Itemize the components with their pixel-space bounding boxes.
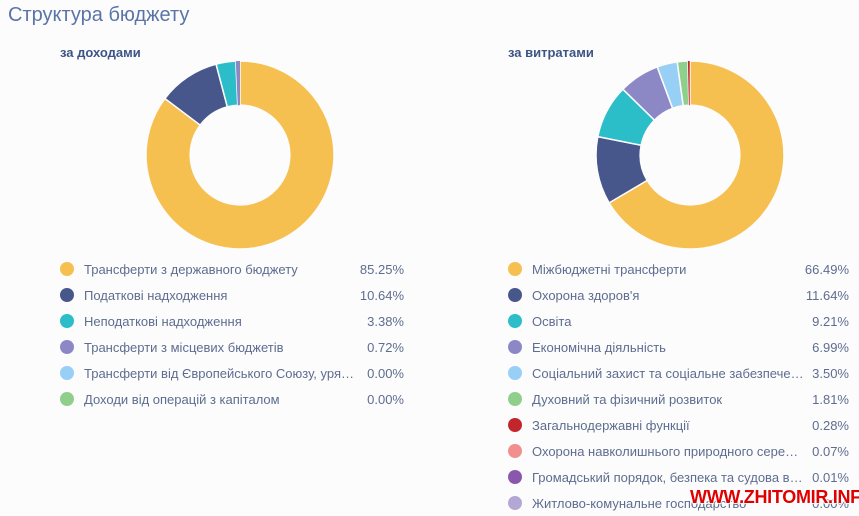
legend-label: Податкові надходження	[84, 287, 228, 303]
legend-value: 6.99%	[812, 339, 849, 355]
legend-value: 3.50%	[812, 365, 849, 381]
legend-label: Громадський порядок, безпека та судова в…	[532, 469, 803, 485]
legend-value: 0.72%	[367, 339, 404, 355]
expenses-chart-title: за витратами	[508, 45, 594, 60]
legend-value: 0.28%	[812, 417, 849, 433]
legend-label: Економічна діяльність	[532, 339, 666, 355]
legend-item[interactable]: Трансферти з державного бюджету 85.25%	[60, 256, 404, 282]
income-legend: Трансферти з державного бюджету 85.25% Под…	[60, 256, 404, 412]
donut-segment[interactable]	[608, 60, 785, 250]
legend-item[interactable]: Неподаткові надходження 3.38%	[60, 308, 404, 334]
legend-label: Охорона здоров'я	[532, 287, 640, 303]
legend-item[interactable]: Трансферти від Європейського Союзу, уря……	[60, 360, 404, 386]
legend-label: Охорона навколишнього природного сере…	[532, 443, 799, 459]
donut-segment[interactable]	[145, 60, 335, 250]
income-chart-title: за доходами	[60, 45, 141, 60]
legend-label: Трансферти з місцевих бюджетів	[84, 339, 284, 355]
legend-color-dot	[60, 262, 74, 276]
legend-value: 85.25%	[359, 261, 404, 277]
legend-color-dot	[60, 340, 74, 354]
legend-label: Міжбюджетні трансферти	[532, 261, 687, 277]
expenses-legend: Міжбюджетні трансферти 66.49% Охорона здор…	[508, 256, 849, 516]
income-donut-chart	[145, 60, 335, 250]
legend-color-dot	[508, 366, 522, 380]
legend-color-dot	[508, 470, 522, 484]
donut-segment[interactable]	[676, 60, 690, 107]
legend-color-dot	[508, 314, 522, 328]
legend-value: 3.38%	[367, 313, 404, 329]
legend-value: 1.81%	[812, 391, 849, 407]
watermark: WWW.ZHITOMIR.INFO	[690, 487, 859, 507]
legend-value: 0.00%	[367, 365, 404, 381]
legend-label: Загальнодержавні функції	[532, 417, 690, 433]
legend-item[interactable]: Громадський порядок, безпека та судова в…	[508, 464, 849, 490]
legend-item[interactable]: Охорона навколишнього природного сере… 0.…	[508, 438, 849, 464]
legend-color-dot	[508, 496, 522, 510]
legend-label: Соціальний захист та соціальне забезпече…	[532, 365, 804, 381]
legend-color-dot	[60, 366, 74, 380]
legend-item[interactable]: Охорона здоров'я 11.64%	[508, 282, 849, 308]
legend-value: 10.64%	[359, 287, 404, 303]
legend-color-dot	[60, 288, 74, 302]
legend-color-dot	[60, 314, 74, 328]
legend-item[interactable]: Духовний та фізичний розвиток 1.81%	[508, 386, 849, 412]
donut-segment[interactable]	[215, 60, 239, 108]
legend-item[interactable]: Економічна діяльність 6.99%	[508, 334, 849, 360]
legend-color-dot	[508, 262, 522, 276]
legend-item[interactable]: Соціальний захист та соціальне забезпече…	[508, 360, 849, 386]
legend-item[interactable]: Житлово-комунальне господарство 0.00%	[508, 490, 849, 516]
legend-color-dot	[508, 392, 522, 406]
legend-value: 0.00%	[367, 391, 404, 407]
donut-segment[interactable]	[235, 61, 240, 106]
legend-color-dot	[508, 444, 522, 458]
legend-color-dot	[508, 340, 522, 354]
legend-label: Духовний та фізичний розвиток	[532, 391, 723, 407]
legend-item[interactable]: Трансферти з місцевих бюджетів 0.72%	[60, 334, 404, 360]
expenses-donut-chart	[595, 60, 785, 250]
legend-item[interactable]: Освіта 9.21%	[508, 308, 849, 334]
legend-label: Трансферти з державного бюджету	[84, 261, 298, 277]
legend-color-dot	[508, 288, 522, 302]
legend-item[interactable]: Податкові надходження 10.64%	[60, 282, 404, 308]
legend-value: 0.07%	[812, 443, 849, 459]
legend-color-dot	[60, 392, 74, 406]
legend-value: 9.21%	[812, 313, 849, 329]
legend-item[interactable]: Загальнодержавні функції 0.28%	[508, 412, 849, 438]
page-title: Структура бюджету	[8, 4, 190, 26]
legend-label: Освіта	[532, 313, 572, 329]
legend-value: 0.00%	[812, 495, 849, 511]
donut-segment[interactable]	[687, 61, 690, 106]
legend-label: Доходи від операцій з капіталом	[84, 391, 280, 407]
legend-value: 11.64%	[805, 287, 849, 303]
legend-item[interactable]: Міжбюджетні трансферти 66.49%	[508, 256, 849, 282]
legend-color-dot	[508, 418, 522, 432]
legend-label: Трансферти від Європейського Союзу, уря…	[84, 365, 354, 381]
legend-item[interactable]: Доходи від операцій з капіталом 0.00%	[60, 386, 404, 412]
legend-label: Неподаткові надходження	[84, 313, 242, 329]
legend-value: 0.01%	[812, 469, 849, 485]
legend-value: 66.49%	[804, 261, 849, 277]
